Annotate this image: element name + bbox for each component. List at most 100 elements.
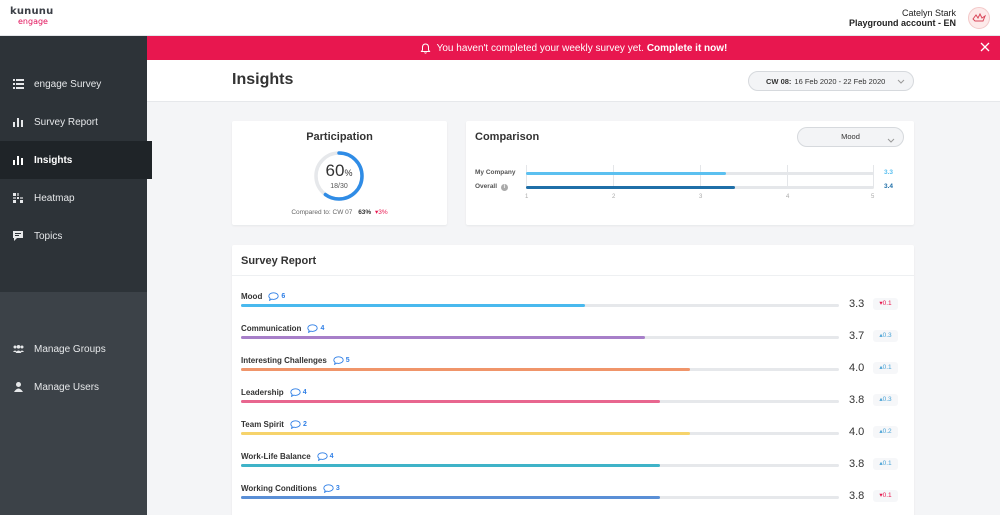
metric-row[interactable]: Leadership 4 3.8 ▴0.3	[241, 388, 906, 420]
percent-sign: %	[344, 168, 353, 178]
logo-subtext: engage	[18, 17, 48, 26]
comparison-title: Comparison	[475, 131, 540, 143]
comment-icon	[290, 420, 301, 429]
sidebar-item-label: Heatmap	[34, 192, 75, 204]
comments-link[interactable]: 4	[317, 452, 334, 461]
axis-gridline	[700, 165, 701, 187]
user-name: Catelyn Stark	[901, 8, 956, 18]
chat-bubble-icon	[12, 230, 24, 242]
week-selector[interactable]: CW 08: 16 Feb 2020 - 22 Feb 2020	[748, 71, 914, 91]
sidebar-item-label: Manage Users	[34, 381, 100, 393]
participation-value: 60% 18/30	[313, 162, 365, 191]
metric-name: Work-Life Balance	[241, 452, 311, 461]
comment-icon	[290, 388, 301, 397]
sidebar-item-heatmap[interactable]: Heatmap	[0, 179, 152, 217]
metric-name: Team Spirit	[241, 420, 284, 429]
comment-count: 6	[281, 293, 286, 300]
heatmap-icon	[12, 192, 24, 204]
metric-row[interactable]: Work-Life Balance 4 3.8 ▴0.1	[241, 452, 906, 484]
complete-survey-link[interactable]: Complete it now!	[646, 42, 728, 54]
comparison-track	[526, 172, 874, 175]
metric-label: Communication 4	[241, 324, 324, 333]
comments-link[interactable]: 3	[323, 484, 340, 493]
comments-link[interactable]: 2	[290, 420, 307, 429]
axis-tick: 5	[871, 194, 875, 200]
sidebar-item-survey-report[interactable]: Survey Report	[0, 103, 152, 141]
comment-count: 4	[302, 389, 307, 396]
metric-row[interactable]: Team Spirit 2 4.0 ▴0.2	[241, 420, 906, 452]
sidebar-item-label: Topics	[34, 230, 63, 242]
close-icon[interactable]	[980, 42, 992, 54]
comparison-row-label: Overall i	[475, 183, 508, 191]
sidebar-item-manage-groups[interactable]: Manage Groups	[0, 330, 152, 368]
metric-fill	[241, 304, 585, 307]
sidebar-item-engage-survey[interactable]: engage Survey	[0, 65, 152, 103]
metric-delta-badge: ▾0.1	[873, 490, 898, 502]
metric-score: 3.7	[849, 330, 865, 342]
metric-track	[241, 464, 839, 467]
comparison-topic-select[interactable]: Mood	[797, 127, 904, 147]
top-bar: kununu engage Catelyn Stark Playground a…	[0, 0, 1000, 36]
metric-row[interactable]: Working Conditions 3 3.8 ▾0.1	[241, 484, 906, 515]
metric-fill	[241, 464, 660, 467]
avatar[interactable]	[968, 7, 990, 29]
comments-link[interactable]: 5	[333, 356, 350, 365]
axis-tick: 4	[786, 194, 790, 200]
comparison-value: 3.3	[884, 169, 894, 176]
metric-label: Leadership 4	[241, 388, 307, 397]
metric-name: Working Conditions	[241, 484, 317, 493]
kununu-engage-logo[interactable]: kununu engage	[10, 7, 54, 29]
metric-score: 3.8	[849, 394, 865, 406]
metric-name: Communication	[241, 324, 302, 333]
metric-track	[241, 400, 839, 403]
sidebar-item-insights[interactable]: Insights	[0, 141, 152, 179]
comments-link[interactable]: 4	[307, 324, 324, 333]
donut-progress	[314, 151, 364, 201]
participation-percent: 60	[325, 161, 345, 180]
metric-track	[241, 496, 839, 499]
metric-label: Interesting Challenges 5	[241, 356, 350, 365]
comment-icon	[268, 292, 279, 301]
info-icon[interactable]: i	[500, 184, 508, 191]
logo-text: kununu	[10, 6, 54, 17]
comments-link[interactable]: 4	[290, 388, 307, 397]
metric-delta-badge: ▴0.3	[873, 330, 898, 342]
sidebar-item-label: Survey Report	[34, 116, 98, 128]
axis-gridline	[873, 165, 874, 187]
comparison-value: 3.4	[884, 183, 894, 190]
compared-delta: ▾3%	[375, 209, 388, 216]
comment-icon	[317, 452, 328, 461]
comparison-card: Comparison Mood My Company 3.3 Overall i…	[466, 121, 914, 225]
metric-score: 3.8	[849, 458, 865, 470]
metric-row[interactable]: Interesting Challenges 5 4.0 ▴0.1	[241, 356, 906, 388]
sidebar-item-topics[interactable]: Topics	[0, 217, 152, 255]
metric-name: Mood	[241, 292, 263, 301]
metric-row[interactable]: Communication 4 3.7 ▴0.3	[241, 324, 906, 356]
sidebar-item-label: engage Survey	[34, 78, 102, 90]
comment-icon	[307, 324, 319, 333]
metric-fill	[241, 336, 645, 339]
comments-link[interactable]: 6	[268, 292, 285, 301]
comment-count: 2	[302, 421, 307, 428]
user-icon	[12, 381, 24, 393]
metric-score: 3.8	[849, 490, 865, 502]
user-info[interactable]: Catelyn Stark Playground account - EN	[849, 8, 956, 28]
metric-fill	[241, 368, 690, 371]
comment-count: 5	[345, 357, 350, 364]
comment-count: 4	[329, 453, 334, 460]
metric-score: 3.3	[849, 298, 865, 310]
metric-score: 4.0	[849, 426, 865, 438]
comment-icon	[333, 356, 344, 365]
metric-score: 4.0	[849, 362, 865, 374]
sidebar-item-label: Manage Groups	[34, 343, 106, 355]
chevron-down-icon	[887, 133, 895, 151]
sidebar-admin-section	[0, 292, 147, 515]
metric-label: Mood 6	[241, 292, 285, 301]
axis-gridline	[526, 165, 527, 187]
sidebar-item-manage-users[interactable]: Manage Users	[0, 368, 152, 406]
comment-icon	[323, 484, 334, 493]
metric-delta-badge: ▴0.1	[873, 362, 898, 374]
comment-count: 4	[320, 325, 325, 332]
metric-row[interactable]: Mood 6 3.3 ▾0.1	[241, 292, 906, 324]
wolf-icon	[972, 13, 986, 22]
